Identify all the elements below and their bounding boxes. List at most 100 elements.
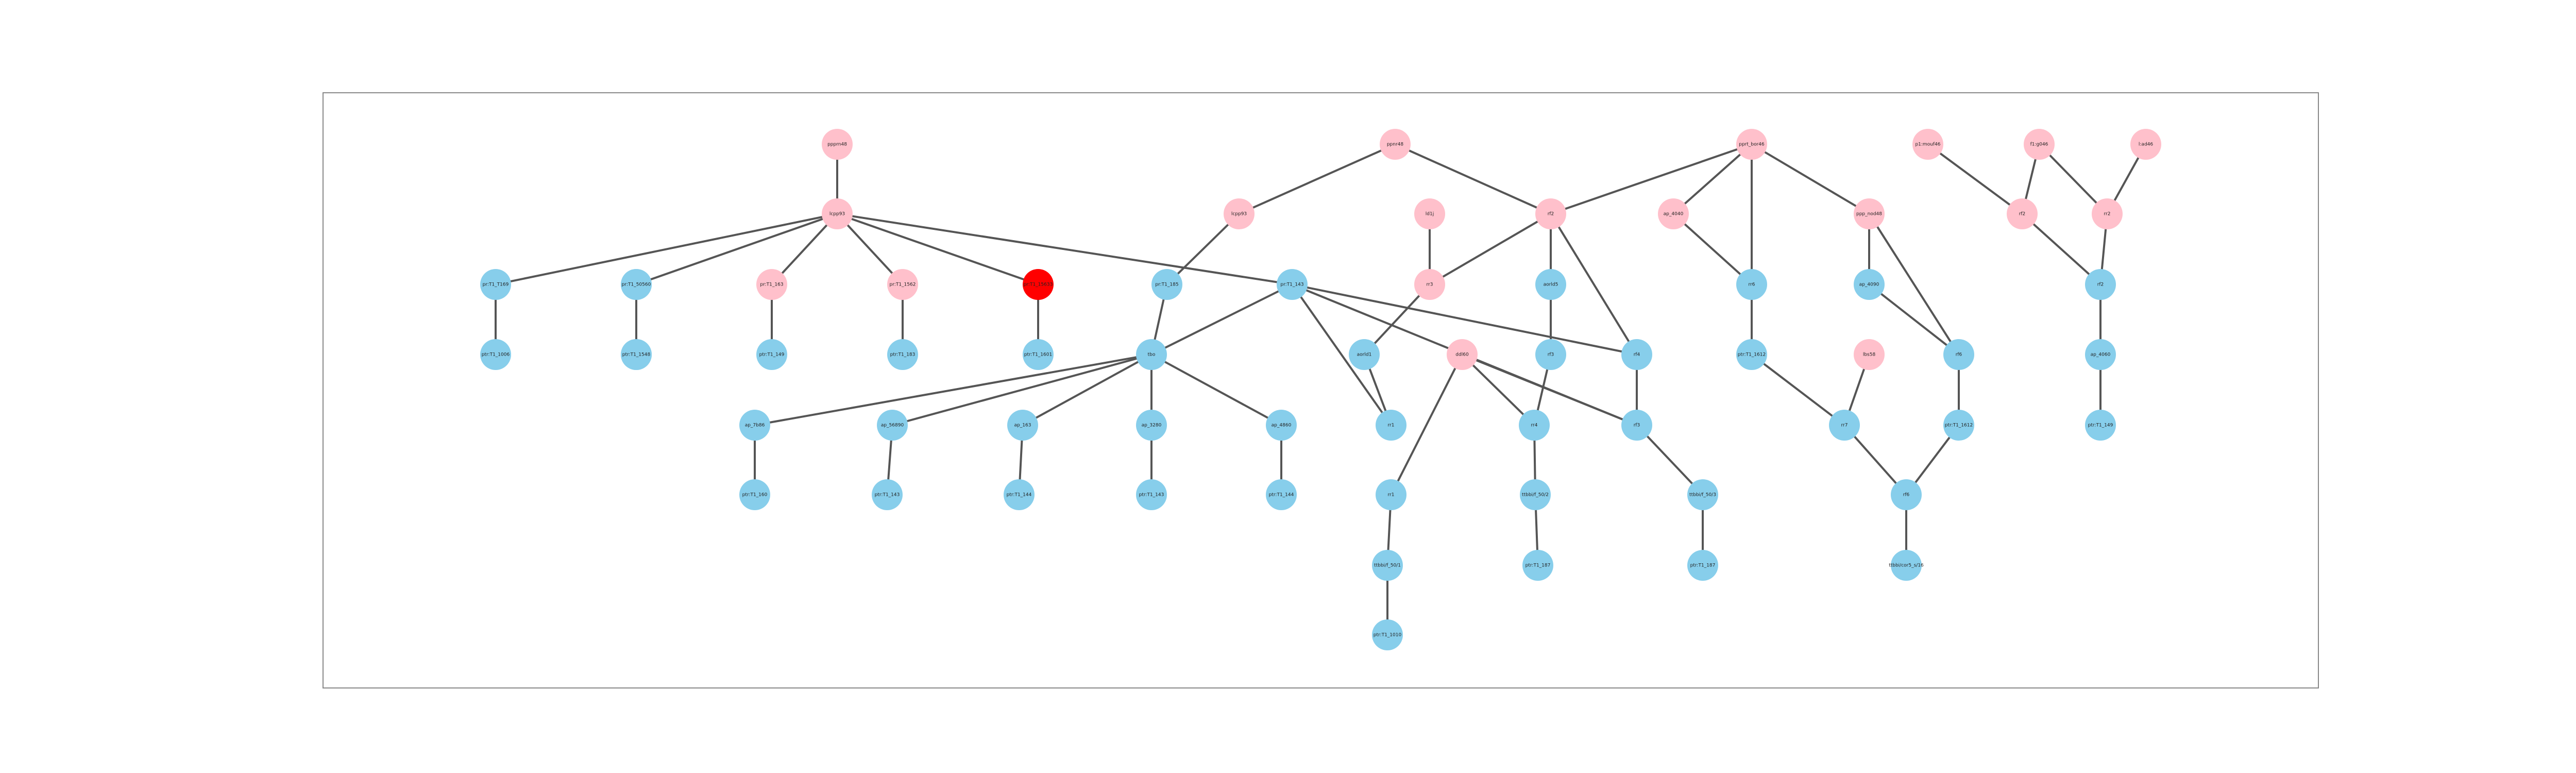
graph-node[interactable]: rr1 [1376,410,1406,441]
graph-node[interactable]: pr:T1_T169 [480,269,511,300]
node-label: ptr:T1_160 [742,493,768,498]
graph-node[interactable]: rr4 [1519,410,1550,441]
graph-node[interactable]: rf3 [1535,339,1566,370]
graph-node[interactable]: rr6 [1736,269,1767,300]
graph-node[interactable]: p1:mouf46 [1912,129,1943,160]
graph-node[interactable]: ap_4060 [2085,339,2116,370]
node-label: l:ad46 [2139,142,2153,147]
node-label: ptr:T1_1601 [1024,352,1052,358]
graph-node[interactable]: ddl60 [1447,339,1478,370]
node-label: rr3 [1427,282,1433,288]
node-label: f1:g046 [2030,142,2048,147]
edge-n19-n24 [1022,354,1152,426]
node-circle [1151,269,1182,300]
graph-node[interactable]: lcpp93 [1224,198,1255,229]
graph-node[interactable]: lcpp93 [822,198,853,229]
graph-node[interactable]: ptr:T1_144 [1004,479,1035,510]
node-label: ppp_nod48 [1856,212,1882,217]
graph-node[interactable]: pr:T1_163 [756,269,787,300]
graph-node[interactable]: ptr:T1_149 [756,339,787,370]
graph-node[interactable]: aorld5 [1535,269,1566,300]
node-circle [1687,550,1718,581]
node-label: rf6 [1956,352,1962,358]
graph-node[interactable]: ap_163 [1007,410,1038,441]
graph-node[interactable]: ttbbi/cor5_s/16 [1889,550,1924,581]
node-label: tbo [1148,352,1156,358]
node-circle [1854,269,1885,300]
graph-node[interactable]: ptr:T1_143 [1136,479,1167,510]
graph-node[interactable]: rf6 [1943,339,1974,370]
graph-node[interactable]: ptr:T1_183 [887,339,918,370]
graph-node[interactable]: l:ad46 [2130,129,2161,160]
graph-node[interactable]: rr2 [2092,198,2123,229]
graph-node[interactable]: ptr:T1_1612 [1736,339,1767,370]
edge-n37-n44 [1550,213,1638,356]
graph-node[interactable]: ap_7b86 [739,410,770,441]
node-circle [1522,550,1553,581]
graph-node[interactable]: pprt_bor46 [1736,129,1767,160]
node-label: pprt_bor46 [1739,142,1765,147]
node-circle [480,339,511,370]
node-circle [1224,198,1255,229]
graph-node[interactable]: pr:T1_185 [1151,269,1182,300]
graph-node[interactable]: ptr:T1_1601 [1023,339,1054,370]
graph-node[interactable]: pr:T1_15633 [1023,269,1054,300]
graph-node[interactable]: ttbbi/f_50/2 [1520,479,1551,510]
node-label: ap_4860 [1272,423,1292,428]
graph-node[interactable]: ptr:T1_160 [739,479,770,510]
graph-node[interactable]: rf3 [1621,410,1652,441]
graph-node[interactable]: pr:T1_50560 [621,269,652,300]
edge-n52-n54 [1868,213,1960,356]
node-label: aorld5 [1544,282,1558,288]
graph-node[interactable]: pr:T1_143 [1277,269,1308,300]
graph-node[interactable]: ptr:T1_144 [1266,479,1297,510]
graph-node[interactable]: ap_4860 [1266,410,1297,441]
node-circle [822,129,853,160]
graph-node[interactable]: ppnr48 [1380,129,1411,160]
graph-node[interactable]: ptr:T1_1006 [480,339,511,370]
graph-node[interactable]: ld1j [1414,198,1445,229]
graph-node[interactable]: ap_4040 [1658,198,1689,229]
graph-node[interactable]: rr3 [1414,269,1445,300]
node-circle [2085,339,2116,370]
graph-node[interactable]: ap_4090 [1854,269,1885,300]
graph-node[interactable]: aorld1 [1349,339,1380,370]
node-circle [1621,410,1652,441]
graph-node[interactable]: ap_3280 [1136,410,1167,441]
graph-node[interactable]: ptr:T1_187 [1522,550,1553,581]
graph-node[interactable]: rf2 [1535,198,1566,229]
graph-node[interactable]: rf2 [2007,198,2038,229]
graph-node[interactable]: f1:g046 [2024,129,2055,160]
graph-node[interactable]: ptr:T1_1548 [621,339,652,370]
graph-node[interactable]: tbo [1136,339,1167,370]
graph-node[interactable]: ppp_nod48 [1854,198,1885,229]
graph-node[interactable]: rr1 [1376,479,1406,510]
graph-node[interactable]: rr7 [1829,410,1860,441]
node-circle [1372,550,1403,581]
graph-node[interactable]: lbs58 [1854,339,1885,370]
graph-node[interactable]: rf2 [2085,269,2116,300]
node-circle [2085,410,2116,441]
graph-node[interactable]: ptr:T1_1612 [1943,410,1974,441]
node-label: ttbbi/f_50/2 [1522,493,1549,498]
graph-node[interactable]: ptr:T1_187 [1687,550,1718,581]
node-circle [1376,479,1406,510]
graph-node[interactable]: rf6 [1891,479,1922,510]
edge-n18-n44 [1292,283,1637,356]
graph-node[interactable]: ap_56890 [877,410,908,441]
graph-node[interactable]: ttbbi/f_50/3 [1687,479,1718,510]
graph-node[interactable]: pr:T1_1562 [887,269,918,300]
graph-node[interactable]: ptr:T1_1010 [1372,619,1403,650]
node-circle [1535,198,1566,229]
node-circle [1520,479,1551,510]
edge-n57-n58 [1843,424,1907,496]
node-circle [887,339,918,370]
node-label: pr:T1_185 [1155,282,1178,288]
graph-node[interactable]: ttbbi/f_50/1 [1372,550,1403,581]
graph-node[interactable]: ptr:T1_149 [2085,410,2116,441]
node-label: p1:mouf46 [1915,142,1940,147]
graph-node[interactable]: rf4 [1621,339,1652,370]
graph-node[interactable]: ppprn48 [822,129,853,160]
node-layer: ppprn48 lcpp93 pr:T1_T169 ptr:T1_1006 pr:T1_… [480,129,2161,650]
graph-node[interactable]: ptr:T1_143 [872,479,903,510]
